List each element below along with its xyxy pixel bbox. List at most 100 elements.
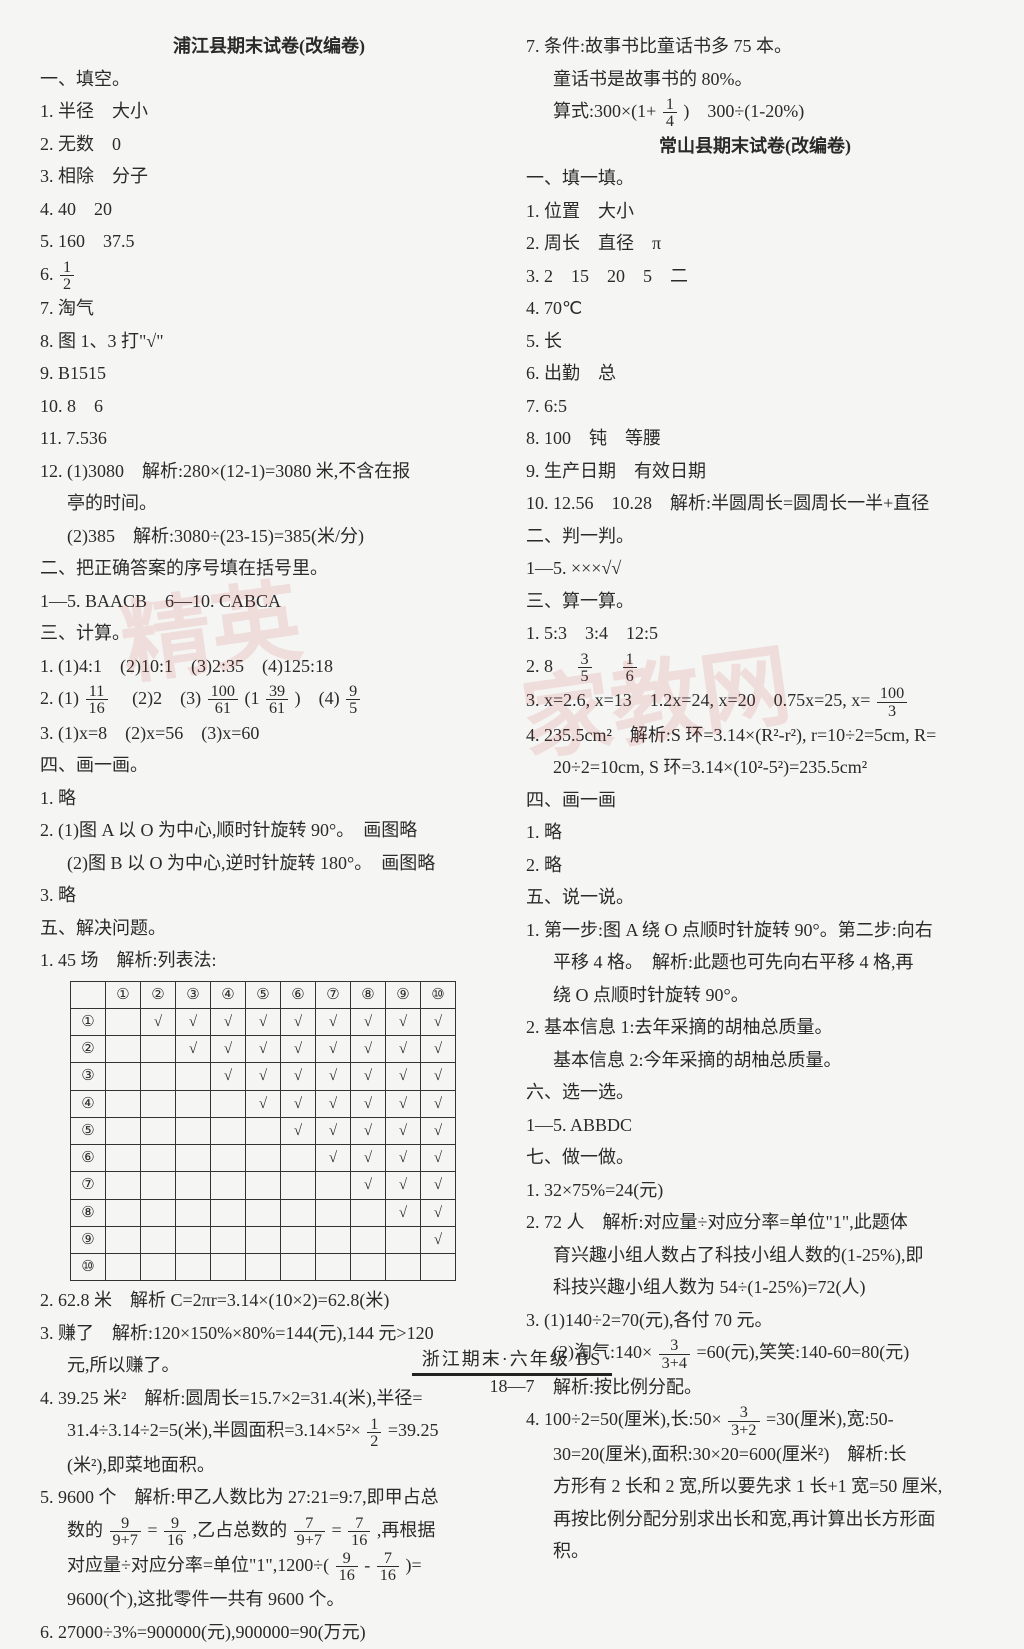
answer-line: 7. 6:5	[526, 391, 984, 423]
answer-line: 平移 4 格。 解析:此题也可先向右平移 4 格,再	[526, 947, 984, 979]
text: 31.4÷3.14÷2=5(米),半圆面积=3.14×5²×	[67, 1420, 361, 1440]
fraction: 716	[377, 1550, 399, 1583]
answer-line: 育兴趣小组人数占了科技小组人数的(1-25%),即	[526, 1240, 984, 1272]
answer-line: 10. 8 6	[40, 391, 498, 423]
answer-line: 方形有 2 长和 2 宽,所以要先求 1 长+1 宽=50 厘米,	[526, 1471, 984, 1503]
answer-line: 1—5. ABBDC	[526, 1110, 984, 1142]
answer-line: 2. 周长 直径 π	[526, 228, 984, 260]
answer-line: 1. 半径 大小	[40, 96, 498, 128]
fraction: 12	[60, 259, 74, 292]
page-footer: 浙江期末·六年级 BS 18—7	[0, 1345, 1024, 1397]
text: 对应量÷对应分率=单位"1",1200÷(	[67, 1555, 329, 1575]
answer-line: 8. 100 钝 等腰	[526, 423, 984, 455]
text: 数的	[67, 1520, 103, 1540]
text: =	[147, 1520, 157, 1540]
section-heading: 六、选一选。	[526, 1077, 984, 1109]
answer-table: ①②③④⑤⑥⑦⑧⑨⑩①√√√√√√√√√②√√√√√√√√③√√√√√√√④√√…	[70, 981, 456, 1282]
text	[598, 656, 616, 676]
answer-line: 2. 基本信息 1:去年采摘的胡柚总质量。	[526, 1012, 984, 1044]
right-column: 7. 条件:故事书比童话书多 75 本。 童话书是故事书的 80%。 算式:30…	[526, 30, 984, 1649]
right-title: 常山县期末试卷(改编卷)	[526, 131, 984, 163]
answer-line: 1. 略	[40, 783, 498, 815]
answer-line: 1. 32×75%=24(元)	[526, 1175, 984, 1207]
answer-line: 3. (1)140÷2=70(元),各付 70 元。	[526, 1305, 984, 1337]
section-heading: 四、画一画	[526, 785, 984, 817]
page-content: 浦江县期末试卷(改编卷) 一、填空。 1. 半径 大小 2. 无数 0 3. 相…	[40, 30, 984, 1649]
fraction: 35	[578, 651, 592, 684]
answer-line: 9. B1515	[40, 358, 498, 390]
text: (1	[244, 688, 259, 708]
fraction: 12	[367, 1416, 381, 1449]
answer-line: 2. 无数 0	[40, 129, 498, 161]
text: 3. x=2.6, x=13 1.2x=24, x=20 0.75x=25, x…	[526, 690, 870, 710]
answer-line: 基本信息 2:今年采摘的胡柚总质量。	[526, 1045, 984, 1077]
answer-line: 再按比例分配分别求出长和宽,再计算出长方形面	[526, 1504, 984, 1536]
answer-line: 2. 72 人 解析:对应量÷对应分率=单位"1",此题体	[526, 1207, 984, 1239]
text: (2)2 (3)	[114, 688, 201, 708]
answer-line: 4. 40 20	[40, 194, 498, 226]
section-heading: 二、判一判。	[526, 521, 984, 553]
fraction: 10061	[208, 683, 238, 716]
answer-line: 算式:300×(1+ 14 ) 300÷(1-20%)	[526, 96, 984, 130]
text: =	[332, 1520, 342, 1540]
left-title: 浦江县期末试卷(改编卷)	[40, 31, 498, 63]
text: 4. 100÷2=50(厘米),长:50×	[526, 1409, 722, 1429]
section-heading: 五、解决问题。	[40, 913, 498, 945]
answer-line: 2. 略	[526, 850, 984, 882]
answer-line: (2)图 B 以 O 为中心,逆时针旋转 180°。 画图略	[40, 848, 498, 880]
answer-line: (2)385 解析:3080÷(23-15)=385(米/分)	[40, 521, 498, 553]
fraction: 79+7	[294, 1515, 325, 1548]
answer-line: 9. 生产日期 有效日期	[526, 456, 984, 488]
answer-line: 数的 99+7 = 916 ,乙占总数的 79+7 = 716 ,再根据	[40, 1515, 498, 1549]
fraction: 33+2	[728, 1404, 759, 1437]
answer-line: 7. 条件:故事书比童话书多 75 本。	[526, 31, 984, 63]
answer-line: 3. x=2.6, x=13 1.2x=24, x=20 0.75x=25, x…	[526, 685, 984, 719]
text: 2. 8	[526, 656, 571, 676]
answer-line: 31.4÷3.14÷2=5(米),半圆面积=3.14×5²× 12 =39.25	[40, 1415, 498, 1449]
fraction: 916	[164, 1515, 186, 1548]
answer-line: 1. 位置 大小	[526, 196, 984, 228]
answer-line: 1. 5:3 3:4 12:5	[526, 618, 984, 650]
text: -	[364, 1555, 370, 1575]
text: ) (4)	[295, 688, 340, 708]
answer-line: 4. 70℃	[526, 293, 984, 325]
fraction: 99+7	[110, 1515, 141, 1548]
answer-line: 30=20(厘米),面积:30×20=600(厘米²) 解析:长	[526, 1439, 984, 1471]
fraction: 95	[346, 683, 360, 716]
answer-line: 11. 7.536	[40, 423, 498, 455]
fraction: 16	[623, 651, 637, 684]
left-column: 浦江县期末试卷(改编卷) 一、填空。 1. 半径 大小 2. 无数 0 3. 相…	[40, 30, 498, 1649]
section-heading: 七、做一做。	[526, 1142, 984, 1174]
fraction: 1116	[86, 683, 108, 716]
section-heading: 三、计算。	[40, 618, 498, 650]
section-heading: 四、画一画。	[40, 750, 498, 782]
text: ) 300÷(1-20%)	[683, 101, 804, 121]
section-heading: 一、填空。	[40, 64, 498, 96]
section-heading: 一、填一填。	[526, 163, 984, 195]
text: =30(厘米),宽:50-	[766, 1409, 894, 1429]
fraction: 916	[336, 1550, 358, 1583]
answer-line: 2. (1) 1116 (2)2 (3) 10061 (1 3961 ) (4)…	[40, 683, 498, 717]
text: =39.25	[388, 1420, 439, 1440]
answer-line: 6. 27000÷3%=900000(元),900000=90(万元)	[40, 1617, 498, 1649]
answer-line: 1. (1)4:1 (2)10:1 (3)2:35 (4)125:18	[40, 651, 498, 683]
answer-line: 5. 9600 个 解析:甲乙人数比为 27:21=9:7,即甲占总	[40, 1482, 498, 1514]
page-number: 18—7	[490, 1376, 535, 1396]
text: 算式:300×(1+	[553, 101, 656, 121]
answer-line: 20÷2=10cm, S 环=3.14×(10²-5²)=235.5cm²	[526, 752, 984, 784]
text: ,乙占总数的	[193, 1520, 288, 1540]
answer-line: 积。	[526, 1536, 984, 1568]
answer-line: 6. 12	[40, 259, 498, 293]
answer-line: 10. 12.56 10.28 解析:半圆周长=圆周长一半+直径	[526, 488, 984, 520]
answer-line: 12. (1)3080 解析:280×(12-1)=3080 米,不含在报	[40, 456, 498, 488]
text: ,再根据	[377, 1520, 436, 1540]
footer-title: 浙江期末·六年级 BS	[412, 1345, 613, 1376]
fraction: 14	[663, 96, 677, 129]
answer-line: 8. 图 1、3 打"√"	[40, 326, 498, 358]
answer-line: 绕 O 点顺时针旋转 90°。	[526, 980, 984, 1012]
fraction: 716	[348, 1515, 370, 1548]
answer-line: 2. (1)图 A 以 O 为中心,顺时针旋转 90°。 画图略	[40, 815, 498, 847]
answer-line: 3. 相除 分子	[40, 161, 498, 193]
fraction: 3961	[266, 683, 288, 716]
answer-line: 7. 淘气	[40, 293, 498, 325]
